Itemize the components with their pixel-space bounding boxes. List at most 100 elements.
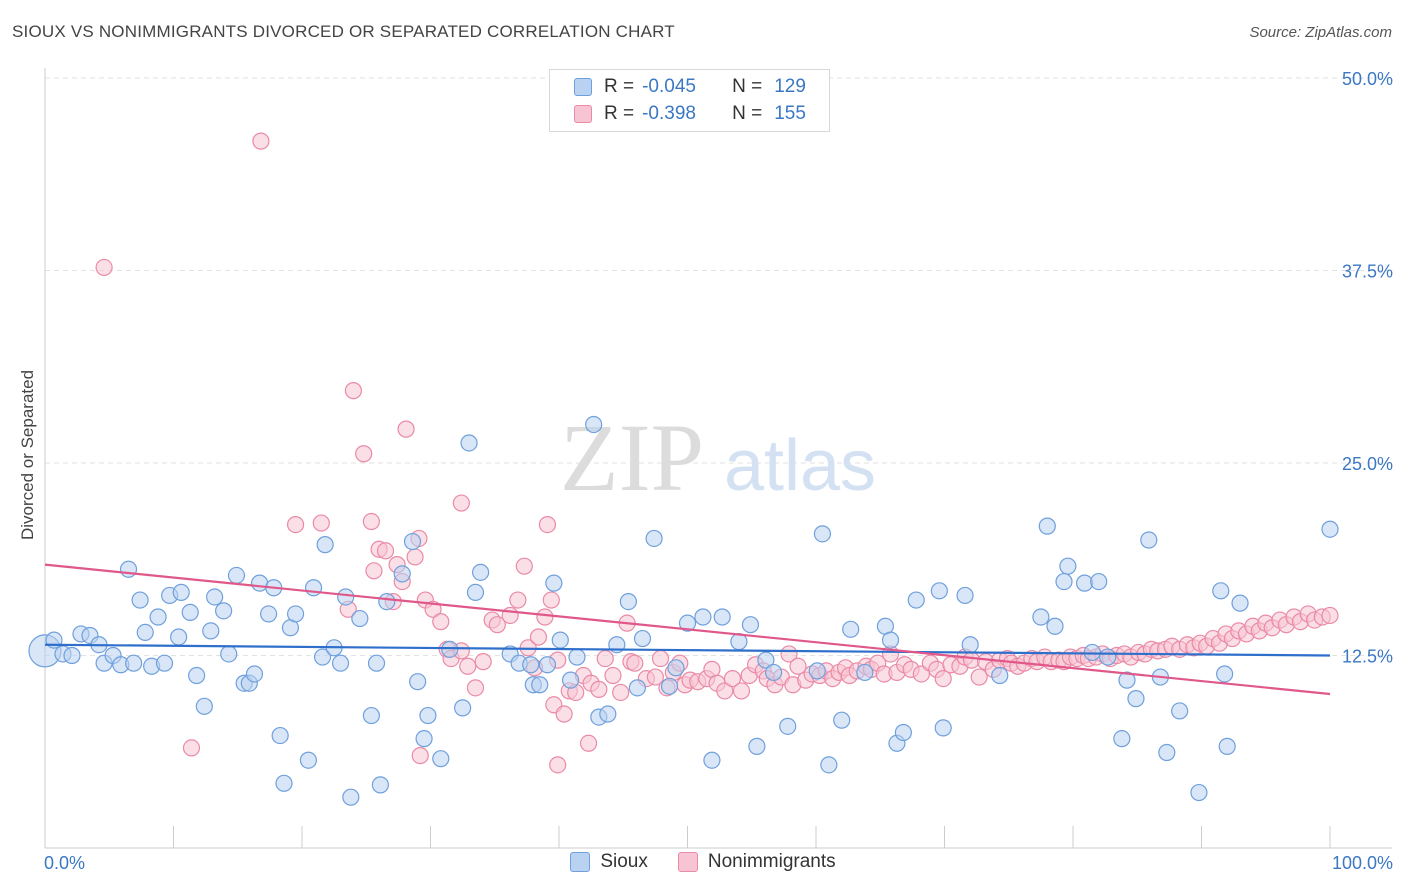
point-sioux-122 (1158, 743, 1176, 762)
point-nonimmigrants-24 (459, 657, 477, 675)
point-nonimmigrants-0 (95, 258, 113, 277)
point-nonimmigrants-9 (365, 562, 383, 580)
point-nonimmigrants-30 (509, 591, 527, 609)
series-sioux-points (28, 415, 1339, 806)
point-nonimmigrants-6 (344, 382, 362, 400)
point-nonimmigrants-96 (934, 669, 952, 688)
point-nonimmigrants-1 (182, 739, 201, 757)
y-tick-label-1: 25.0% (1342, 454, 1393, 474)
point-sioux-112 (1059, 557, 1077, 575)
point-nonimmigrants-100 (962, 651, 981, 669)
point-sioux-116 (1099, 648, 1117, 666)
trend-line-nonimmigrants (44, 563, 1331, 696)
point-nonimmigrants-2 (252, 132, 270, 150)
point-sioux-32 (259, 605, 278, 623)
bottom-legend-sioux: Sioux (570, 851, 648, 873)
y-tick-label-0: 12.5% (1342, 647, 1393, 667)
point-sioux-64 (522, 656, 540, 674)
tick-labels: 12.5% 25.0% 37.5% 50.0% 0.0% 100.0% (44, 69, 1393, 873)
point-sioux-128 (1231, 594, 1249, 612)
point-sioux-115 (1090, 572, 1108, 591)
legend-r-label: R = (604, 103, 635, 124)
point-sioux-99 (881, 631, 900, 649)
point-sioux-82 (678, 614, 697, 632)
point-sioux-81 (667, 659, 685, 677)
point-sioux-93 (813, 525, 832, 543)
point-sioux-21 (188, 666, 206, 685)
point-nonimmigrants-47 (604, 666, 622, 685)
point-nonimmigrants-43 (579, 734, 598, 752)
point-sioux-38 (299, 751, 318, 769)
point-sioux-37 (286, 605, 305, 623)
trend-lines (44, 563, 1331, 696)
point-sioux-87 (741, 616, 760, 634)
bottom-legend-nonimmigrants: Nonimmigrants (677, 851, 836, 873)
point-sioux-120 (1140, 531, 1158, 549)
bottom-legend-label-sioux: Sioux (600, 851, 648, 872)
point-sioux-20 (181, 603, 199, 621)
point-nonimmigrants-15 (397, 420, 415, 438)
bottom-legend-swatch-nonimmigrants (677, 852, 698, 872)
point-sioux-94 (820, 756, 838, 774)
point-sioux-95 (833, 711, 851, 729)
x-tick-label-min: 0.0% (44, 853, 85, 873)
point-nonimmigrants-25 (466, 679, 485, 697)
point-nonimmigrants-31 (515, 557, 533, 575)
point-nonimmigrants-16 (406, 548, 424, 566)
point-sioux-11 (125, 654, 143, 672)
point-nonimmigrants-3 (286, 515, 305, 534)
point-sioux-92 (808, 662, 826, 680)
point-sioux-109 (1038, 517, 1056, 535)
point-sioux-30 (245, 665, 264, 683)
point-sioux-127 (1218, 737, 1236, 755)
point-sioux-15 (149, 608, 167, 626)
point-nonimmigrants-26 (474, 653, 492, 671)
point-nonimmigrants-35 (536, 608, 554, 626)
point-sioux-110 (1046, 617, 1064, 635)
point-sioux-10 (119, 560, 138, 578)
point-sioux-66 (531, 676, 549, 694)
point-nonimmigrants-39 (555, 705, 573, 723)
point-sioux-90 (764, 663, 783, 682)
point-nonimmigrants-66 (732, 682, 751, 700)
legend-r-value: -0.398 (642, 103, 696, 124)
point-nonimmigrants-157 (538, 515, 557, 534)
point-sioux-76 (619, 592, 637, 611)
watermark: ZIP atlas (560, 404, 876, 511)
point-nonimmigrants-54 (651, 649, 670, 668)
point-sioux-72 (585, 415, 603, 434)
point-nonimmigrants-154 (411, 746, 429, 765)
point-nonimmigrants-11 (376, 542, 395, 560)
point-sioux-119 (1127, 690, 1145, 708)
point-nonimmigrants-153 (1321, 606, 1339, 625)
point-sioux-50 (378, 592, 396, 611)
point-nonimmigrants-4 (312, 514, 330, 532)
point-sioux-46 (351, 609, 369, 628)
point-sioux-123 (1171, 702, 1189, 720)
x-tick-label-max: 100.0% (1332, 853, 1393, 873)
legend-r-label: R = (604, 76, 635, 97)
point-nonimmigrants-101 (970, 668, 988, 686)
point-sioux-47 (362, 706, 380, 725)
point-nonimmigrants-65 (723, 669, 742, 688)
watermark-atlas: atlas (724, 426, 876, 506)
point-sioux-101 (894, 723, 912, 742)
point-sioux-111 (1055, 572, 1073, 591)
series-nonimmigrants-points (95, 132, 1339, 774)
point-sioux-102 (907, 591, 925, 609)
point-sioux-55 (419, 706, 437, 725)
point-sioux-60 (466, 583, 485, 601)
point-sioux-48 (367, 654, 386, 672)
point-sioux-105 (956, 586, 974, 605)
chart-source: Source: ZipAtlas.com (1249, 24, 1392, 41)
point-sioux-35 (275, 774, 293, 792)
point-sioux-18 (170, 628, 188, 646)
point-sioux-25 (215, 602, 233, 620)
point-nonimmigrants-48 (612, 683, 630, 702)
point-sioux-118 (1118, 671, 1136, 689)
point-nonimmigrants-28 (488, 616, 506, 634)
legend-row-sioux: R = -0.045 N = 129 (574, 75, 806, 99)
legend-swatch-nonimmigrants (574, 105, 592, 123)
point-nonimmigrants-75 (789, 657, 807, 675)
